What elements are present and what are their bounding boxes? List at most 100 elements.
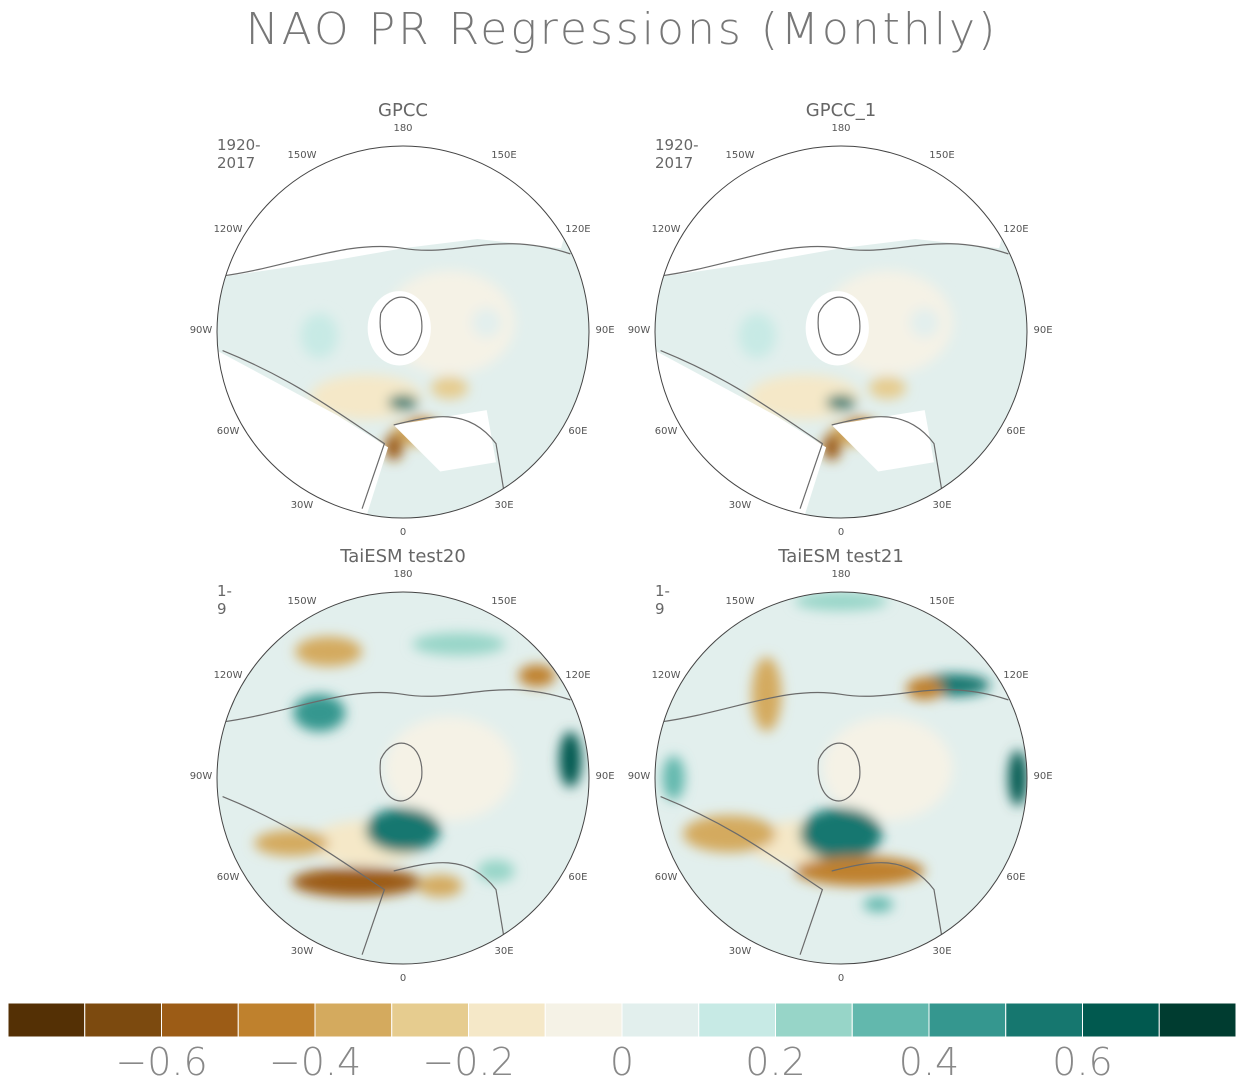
colorbar-swatch bbox=[84, 1003, 162, 1037]
longitude-label: 120E bbox=[565, 224, 591, 235]
longitude-label: 30W bbox=[290, 499, 314, 511]
missing-data bbox=[393, 410, 496, 472]
longitude-label: 60W bbox=[654, 426, 678, 437]
longitude-label: 120E bbox=[1003, 670, 1029, 681]
longitude-label: 0 bbox=[399, 527, 407, 538]
colorbar-swatch bbox=[8, 1003, 86, 1037]
field-region bbox=[794, 856, 925, 886]
field-region bbox=[384, 716, 515, 821]
longitude-label: 150E bbox=[929, 596, 955, 608]
longitude-label: 120W bbox=[651, 670, 681, 681]
longitude-label: 180 bbox=[393, 569, 413, 580]
longitude-label: 90W bbox=[627, 771, 651, 782]
map-boundary bbox=[216, 145, 590, 519]
colorbar-swatch bbox=[1082, 1003, 1160, 1037]
longitude-label: 180 bbox=[393, 123, 413, 134]
field-region bbox=[906, 677, 944, 700]
field-region bbox=[826, 395, 856, 411]
figure-title: NAO PR Regressions (Monthly) bbox=[245, 4, 999, 55]
longitude-label: 90E bbox=[595, 325, 615, 336]
field-region bbox=[384, 434, 403, 461]
field-region bbox=[682, 815, 776, 853]
longitude-label: 150W bbox=[287, 596, 317, 608]
colorbar-swatch bbox=[391, 1003, 469, 1037]
polar-map bbox=[654, 591, 1028, 965]
longitude-label: 60E bbox=[1006, 426, 1026, 437]
field-region bbox=[662, 755, 685, 801]
colorbar-swatch bbox=[851, 1003, 930, 1037]
longitude-label: 150W bbox=[287, 150, 317, 162]
longitude-label: 120W bbox=[213, 224, 243, 235]
longitude-label: 30W bbox=[290, 945, 314, 957]
field-region bbox=[417, 874, 463, 898]
field-region bbox=[822, 434, 841, 461]
colorbar-tick-label: 0.6 bbox=[1052, 1040, 1113, 1084]
longitude-label: 0 bbox=[837, 973, 845, 984]
longitude-label: 90W bbox=[189, 325, 213, 336]
panel-period: 1-9 bbox=[217, 582, 232, 618]
missing-data bbox=[217, 146, 589, 277]
field-region bbox=[477, 859, 515, 883]
longitude-label: 150W bbox=[725, 150, 755, 162]
field-region bbox=[559, 731, 582, 788]
field-region bbox=[822, 716, 953, 821]
field-region bbox=[738, 313, 776, 359]
colorbar-tick-label: −0.2 bbox=[422, 1040, 515, 1084]
polar-map bbox=[654, 145, 1028, 519]
coastline bbox=[220, 243, 571, 509]
longitude-label: 30E bbox=[494, 499, 514, 511]
colorbar-swatch bbox=[1158, 1003, 1236, 1037]
longitude-label: 60W bbox=[216, 426, 240, 437]
longitude-label: 150E bbox=[929, 150, 955, 162]
panel-title: TaiESM test21 bbox=[778, 546, 904, 567]
longitude-label: 30W bbox=[728, 499, 752, 511]
longitude-label: 90E bbox=[595, 771, 615, 782]
longitude-label: 60W bbox=[654, 872, 678, 883]
longitude-label: 90W bbox=[189, 771, 213, 782]
colorbar-swatch bbox=[314, 1003, 393, 1037]
longitude-label: 120W bbox=[213, 670, 243, 681]
panel-title: GPCC_1 bbox=[805, 100, 877, 121]
colorbar-swatch bbox=[544, 1003, 623, 1037]
longitude-label: 0 bbox=[837, 527, 845, 538]
longitude-label: 120W bbox=[651, 224, 681, 235]
field-region bbox=[291, 867, 422, 898]
longitude-label: 120E bbox=[565, 670, 591, 681]
longitude-label: 90W bbox=[627, 325, 651, 336]
longitude-label: 30E bbox=[494, 945, 514, 957]
map-boundary bbox=[216, 591, 590, 965]
map-boundary bbox=[654, 591, 1028, 965]
colorbar-swatch bbox=[775, 1003, 853, 1037]
field-region bbox=[471, 307, 502, 338]
longitude-label: 90E bbox=[1033, 771, 1053, 782]
panel-period: 1920-2017 bbox=[217, 136, 261, 172]
colorbar-swatch bbox=[468, 1003, 546, 1037]
missing-data bbox=[831, 410, 934, 472]
field-region bbox=[518, 664, 556, 687]
panel-title: TaiESM test20 bbox=[340, 546, 466, 567]
field-region bbox=[293, 694, 346, 732]
field-region bbox=[800, 807, 882, 860]
longitude-label: 120E bbox=[1003, 224, 1029, 235]
colorbar-tick-label: 0 bbox=[609, 1040, 635, 1084]
field-region bbox=[254, 830, 329, 857]
missing-data bbox=[655, 146, 1027, 277]
colorbar-tick-label: −0.4 bbox=[268, 1040, 362, 1084]
longitude-label: 180 bbox=[831, 569, 851, 580]
colorbar bbox=[8, 1003, 1236, 1037]
field-region bbox=[430, 376, 469, 399]
longitude-label: 60W bbox=[216, 872, 240, 883]
field-region bbox=[295, 636, 363, 667]
longitude-label: 150E bbox=[491, 150, 517, 162]
panel-period: 1920-2017 bbox=[655, 136, 699, 172]
colorbar-tick-label: 0.4 bbox=[898, 1040, 960, 1084]
map-boundary bbox=[654, 145, 1028, 519]
longitude-label: 150E bbox=[491, 596, 517, 608]
coastline bbox=[658, 243, 1009, 509]
coastline bbox=[220, 689, 571, 955]
longitude-label: 180 bbox=[831, 123, 851, 134]
field-region bbox=[751, 657, 782, 732]
colorbar-swatch bbox=[161, 1003, 239, 1037]
colorbar-swatch bbox=[1005, 1003, 1083, 1037]
field-region bbox=[868, 376, 907, 399]
